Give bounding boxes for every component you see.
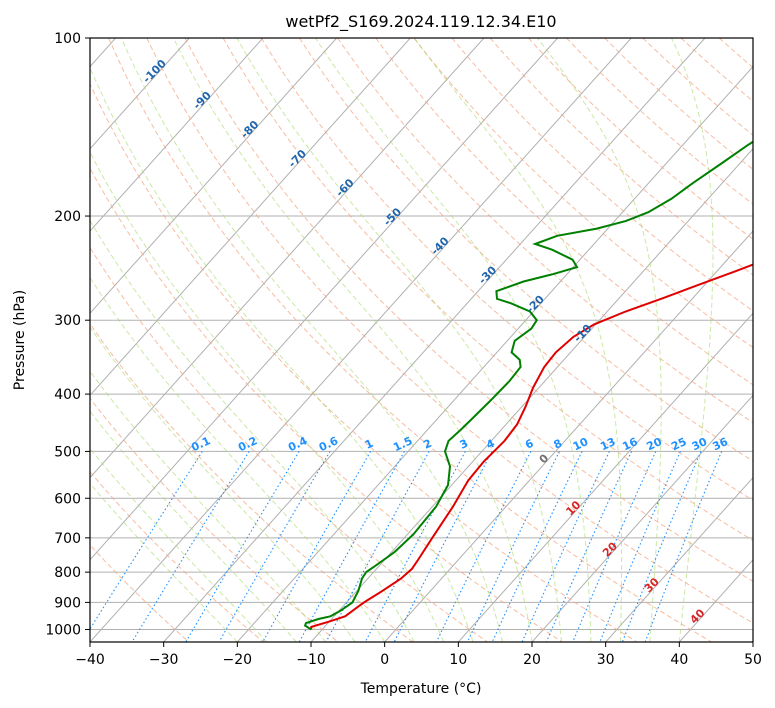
dry-adiabat-line xyxy=(146,38,753,624)
x-tick-label: 30 xyxy=(597,652,615,668)
y-tick-label: 300 xyxy=(54,313,81,329)
moist-adiabat-line xyxy=(670,38,714,642)
isotherm-line xyxy=(457,312,753,642)
chart-title: wetPf2_S169.2024.119.12.34.E10 xyxy=(285,12,556,32)
moist-adiabat-line xyxy=(413,38,623,642)
isotherm-line xyxy=(90,38,559,561)
y-tick-label: 800 xyxy=(54,565,81,581)
plot-frame xyxy=(89,37,754,643)
dry-adiabat-line xyxy=(298,38,753,462)
moist-adiabat-line xyxy=(90,276,386,642)
x-axis-ticks: −40 −30 −20 −10 0 10 20 30 40 50 xyxy=(75,642,762,668)
dry-adiabat-line xyxy=(90,397,339,642)
isotherm-line xyxy=(605,476,753,642)
mixing-ratio-line xyxy=(298,451,405,642)
y-tick-label: 500 xyxy=(54,444,81,460)
dewpoint-line xyxy=(303,140,753,631)
x-tick-label: −20 xyxy=(223,652,253,668)
y-axis-ticks: 100 200 300 400 500 600 700 800 900 1000 xyxy=(45,31,90,638)
temperature-line xyxy=(310,263,753,630)
isotherm-line xyxy=(384,230,753,642)
mixing-ratio-line xyxy=(131,451,250,642)
isotherm-line xyxy=(90,38,485,479)
moist-adiabat-line xyxy=(90,66,474,642)
moist-adiabat-line xyxy=(90,482,238,642)
mixing-ratio-lines xyxy=(90,451,723,642)
mixing-ratio-line xyxy=(90,451,203,630)
moist-adiabat-line xyxy=(90,447,268,642)
dry-adiabat-line xyxy=(260,38,753,501)
mixing-ratio-line xyxy=(393,451,493,642)
mixing-ratio-label: 25 xyxy=(669,435,688,453)
mixing-ratio-label: 13 xyxy=(598,435,617,453)
isotherm-line xyxy=(236,65,753,642)
y-tick-label: 200 xyxy=(54,209,81,225)
mixing-ratio-line xyxy=(491,451,583,642)
y-tick-label: 700 xyxy=(54,531,81,547)
mixing-ratio-line xyxy=(467,451,560,642)
moist-adiabat-line xyxy=(536,38,662,642)
moist-adiabat-line xyxy=(172,38,533,642)
moist-adiabat-line xyxy=(90,219,415,642)
moist-adiabat-line xyxy=(90,370,327,642)
dry-adiabat-lines xyxy=(90,38,753,642)
mixing-ratio-label: 16 xyxy=(620,435,640,453)
y-axis-title: Pressure (hPa) xyxy=(12,290,28,390)
dry-adiabat-line xyxy=(375,38,753,386)
moist-adiabat-line xyxy=(90,151,445,642)
dry-adiabat-line xyxy=(90,246,488,642)
y-tick-label: 900 xyxy=(54,595,81,611)
mixing-ratio-line xyxy=(644,451,723,642)
isotherm-line xyxy=(90,38,632,642)
isotherm-line xyxy=(90,38,411,397)
moist-adiabat-line xyxy=(90,410,297,642)
x-tick-label: 10 xyxy=(449,652,467,668)
dry-adiabat-line xyxy=(108,38,712,642)
dry-adiabat-line xyxy=(90,82,638,642)
dry-adiabat-line xyxy=(337,38,753,424)
x-tick-label: 20 xyxy=(523,652,541,668)
isotherm-line xyxy=(163,38,706,642)
isotherm-line xyxy=(531,394,753,642)
mixing-ratio-label: 10 xyxy=(571,435,591,453)
isotherm-lines xyxy=(90,38,753,642)
mixing-ratio-label: 36 xyxy=(711,435,731,453)
mixing-ratio-line xyxy=(435,451,532,642)
moist-adiabat-lines xyxy=(90,38,714,642)
x-tick-label: 40 xyxy=(670,652,688,668)
x-tick-label: 0 xyxy=(380,652,389,668)
moist-adiabat-line xyxy=(314,38,592,642)
dry-adiabat-line xyxy=(90,322,414,642)
x-tick-label: −30 xyxy=(149,652,179,668)
x-axis-title: Temperature (°C) xyxy=(360,681,482,697)
mixing-ratio-label: 30 xyxy=(690,435,710,453)
mixing-ratio-label: 20 xyxy=(645,435,665,453)
moist-adiabat-line xyxy=(120,38,503,642)
mixing-ratio-line xyxy=(325,451,430,642)
y-tick-label: 100 xyxy=(54,31,81,47)
moist-adiabat-line xyxy=(90,326,356,642)
mixing-ratio-line xyxy=(621,451,702,642)
dry-adiabat-line xyxy=(90,544,190,642)
profile-lines xyxy=(303,140,753,631)
background-lines xyxy=(90,38,753,642)
mixing-ratio-line xyxy=(521,451,610,642)
isotherm-line xyxy=(310,148,753,642)
x-tick-label: 50 xyxy=(744,652,762,668)
y-tick-label: 400 xyxy=(54,387,81,403)
y-tick-label: 600 xyxy=(54,491,81,507)
y-tick-label: 1000 xyxy=(45,622,81,638)
isotherm-line xyxy=(90,38,264,232)
dry-adiabat-line xyxy=(90,471,264,642)
isotherm-line xyxy=(90,38,190,150)
x-tick-label: −10 xyxy=(296,652,326,668)
isotherm-line xyxy=(90,38,338,314)
moist-adiabat-line xyxy=(236,38,562,642)
x-tick-label: −40 xyxy=(75,652,105,668)
mixing-ratio-line xyxy=(262,451,372,642)
